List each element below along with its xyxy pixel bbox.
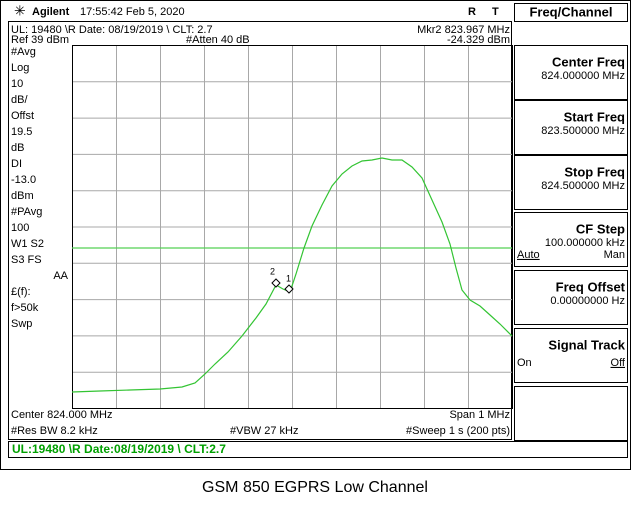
menu-title: Freq/Channel: [529, 4, 612, 19]
side-annotation: #Avg: [11, 46, 36, 58]
softkey[interactable]: [514, 100, 628, 155]
marker: [271, 278, 281, 288]
marker-value: -24.329 dBm: [447, 34, 510, 46]
marker-number: 1: [286, 273, 291, 283]
softkey-value: 100.000000 kHz: [545, 237, 625, 249]
indicator: R: [468, 6, 476, 18]
header-info: UL: 19480 \R Date: 08/19/2019 \ CLT: 2.7: [11, 24, 213, 36]
softkey-option: Man: [604, 249, 625, 261]
softkey-label: Start Freq: [564, 109, 625, 124]
status-line-box: [8, 441, 628, 458]
side-annotation: dBm: [11, 190, 34, 202]
side-annotation: AA: [53, 270, 68, 282]
softkey-option: Off: [611, 357, 626, 369]
logo-icon: ✳: [14, 3, 26, 19]
side-annotation: dB/: [11, 94, 28, 106]
vbw: #VBW 27 kHz: [230, 425, 298, 437]
side-annotation: Log: [11, 62, 29, 74]
side-annotation: 100: [11, 222, 29, 234]
side-annotation: 19.5: [11, 126, 32, 138]
side-annotation: dB: [11, 142, 24, 154]
side-annotation: f>50k: [11, 302, 39, 314]
res-bw: #Res BW 8.2 kHz: [11, 425, 98, 437]
side-annotation: Swp: [11, 318, 32, 330]
trace: [71, 157, 513, 393]
ref-level: Ref 39 dBm: [11, 34, 69, 46]
center-freq: Center 824.000 MHz: [11, 409, 113, 421]
softkey-value: 823.500000 MHz: [541, 125, 625, 137]
softkey-label: Freq Offset: [556, 279, 626, 294]
menu-title-box: [514, 3, 628, 22]
indicator: T: [492, 6, 499, 18]
side-annotation: Offst: [11, 110, 34, 122]
side-annotation: #PAvg: [11, 206, 42, 218]
sweep: #Sweep 1 s (200 pts): [406, 425, 510, 437]
softkey-value: 824.500000 MHz: [541, 180, 625, 192]
softkey-value: 824.000000 MHz: [541, 70, 625, 82]
side-annotations: #Avg Log 10 dB/Offst 19.5 dB DI -13.0 dBm #PAvg 10…: [11, 46, 69, 330]
marker-label: Mkr2 823.967 MHz: [417, 24, 510, 36]
softkey-label: CF Step: [576, 221, 625, 236]
marker: [284, 284, 294, 294]
softkey-label: Stop Freq: [564, 164, 625, 179]
softkey[interactable]: [514, 386, 628, 441]
graticule: [72, 45, 512, 408]
softkey-value: 0.00000000 Hz: [550, 295, 625, 307]
side-annotation: -13.0: [11, 174, 36, 186]
brand: Agilent: [32, 6, 70, 18]
caption: GSM 850 EGPRS Low Channel: [202, 479, 428, 496]
softkey[interactable]: [514, 270, 628, 325]
side-annotation: 10: [11, 78, 23, 90]
side-annotation: DI: [11, 158, 22, 170]
softkey[interactable]: [514, 328, 628, 383]
status-line: UL:19480 \R Date:08/19/2019 \ CLT:2.7: [12, 442, 226, 456]
side-annotation: W1 S2: [11, 238, 44, 250]
softkey-option: Auto: [517, 249, 540, 261]
side-annotation: £(f):: [11, 286, 31, 298]
plot-border: [72, 45, 513, 409]
softkey[interactable]: [514, 155, 628, 210]
softkey-label: Signal Track: [548, 337, 625, 352]
frame: [0, 0, 631, 470]
screen: [8, 21, 512, 440]
span: Span 1 MHz: [449, 409, 510, 421]
softkey[interactable]: [514, 45, 628, 100]
side-annotation: S3 FS: [11, 254, 42, 266]
datetime: 17:55:42 Feb 5, 2020: [80, 6, 185, 18]
atten: #Atten 40 dB: [186, 34, 250, 46]
softkey-label: Center Freq: [552, 54, 625, 69]
softkey-option: On: [517, 357, 532, 369]
marker-number: 2: [270, 266, 275, 276]
softkey[interactable]: [514, 212, 628, 267]
